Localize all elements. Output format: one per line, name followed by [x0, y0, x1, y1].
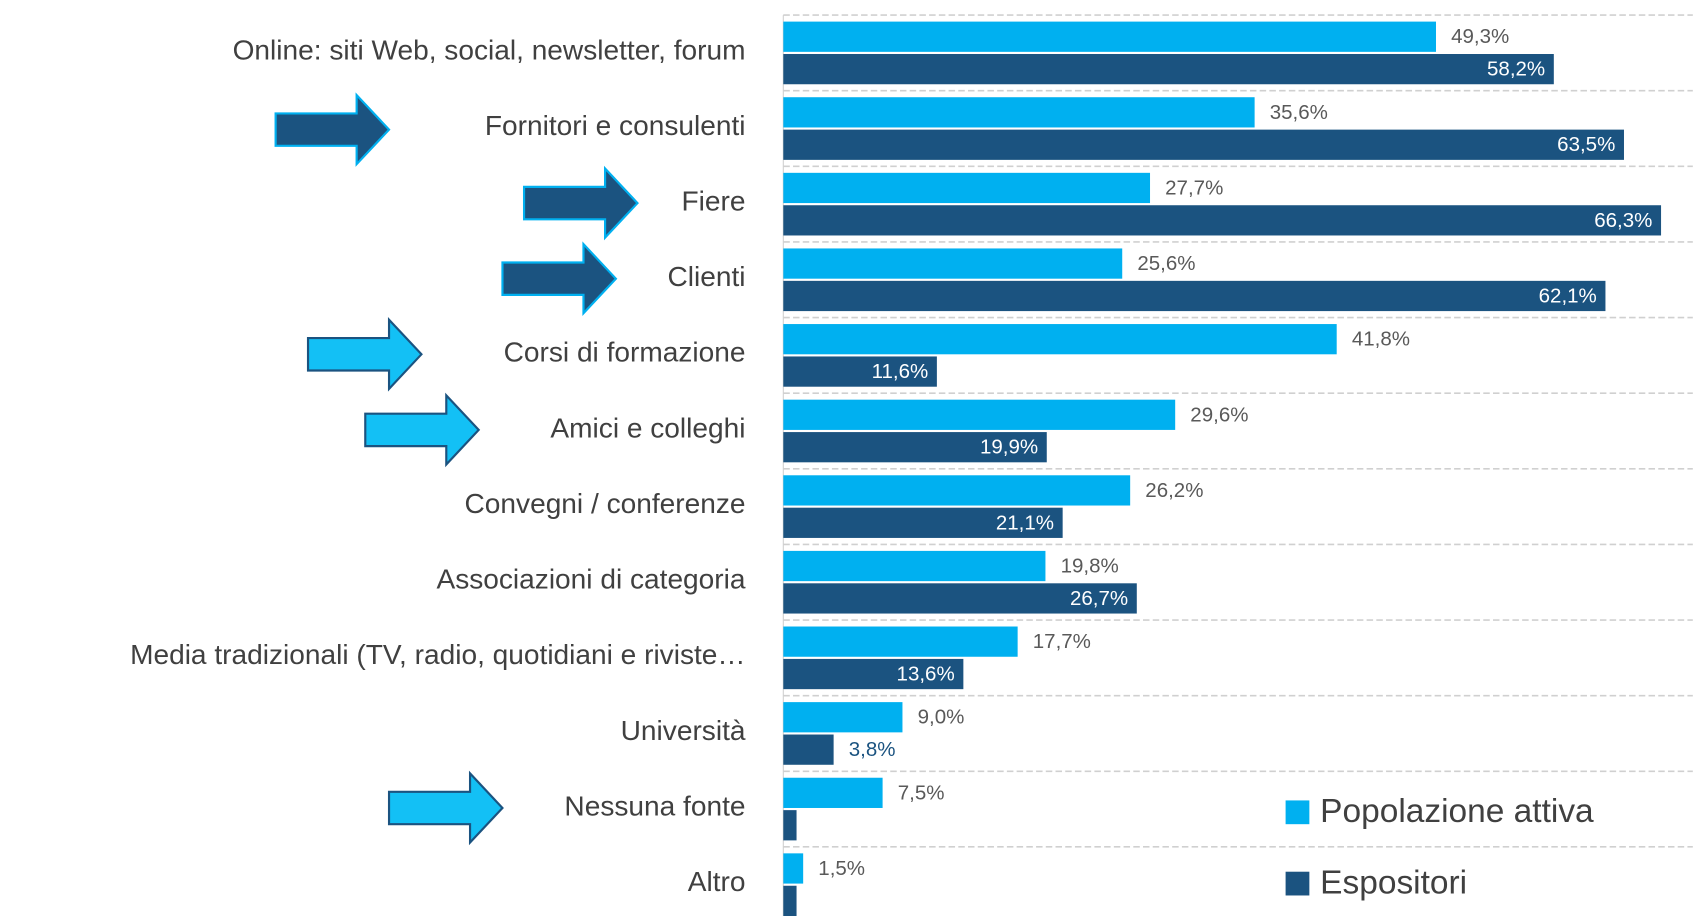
- bar: [783, 777, 883, 808]
- bar: [783, 172, 1151, 204]
- legend-swatch: [1285, 871, 1310, 896]
- value-label: 11,6%: [872, 360, 929, 383]
- value-label: 3,8%: [849, 738, 896, 761]
- value-label: 58,2%: [1487, 58, 1545, 81]
- legend-label: Popolazione attiva: [1320, 793, 1594, 830]
- bar: [783, 54, 1554, 85]
- category-label: Online: siti Web, social, newsletter, fo…: [233, 34, 746, 65]
- bar: [783, 626, 1018, 657]
- legend-label: Espositori: [1320, 865, 1467, 902]
- value-label: 17,7%: [1033, 630, 1091, 653]
- value-label: 9,0%: [918, 706, 965, 729]
- bar: [783, 734, 834, 765]
- category-label: Corsi di formazione: [504, 337, 746, 368]
- category-label: Associazioni di categoria: [436, 564, 745, 595]
- value-label: 26,2%: [1145, 479, 1203, 502]
- bar: [783, 810, 797, 841]
- bar: [783, 205, 1662, 236]
- bar: [783, 507, 1063, 538]
- value-label: 29,6%: [1190, 403, 1248, 426]
- bar: [783, 248, 1123, 279]
- category-label: Clienti: [667, 261, 745, 292]
- value-label: 25,6%: [1137, 252, 1195, 275]
- arrows: [274, 92, 639, 846]
- value-label: 35,6%: [1270, 101, 1328, 124]
- category-label: Nessuna fonte: [564, 790, 745, 821]
- value-label: 21,1%: [996, 511, 1054, 534]
- value-label: 1,5%: [818, 857, 865, 880]
- bar: [783, 702, 903, 733]
- bar: [783, 475, 1131, 506]
- arrow: [501, 241, 618, 316]
- value-label: 7,5%: [898, 781, 945, 804]
- bar: [783, 129, 1624, 160]
- value-label: 27,7%: [1165, 176, 1223, 199]
- bar: [783, 432, 1047, 463]
- category-label: Università: [621, 715, 746, 746]
- value-label: 62,1%: [1539, 284, 1597, 307]
- bar: [783, 21, 1436, 52]
- category-label: Altro: [688, 866, 746, 897]
- category-label: Convegni / conferenze: [465, 488, 746, 519]
- category-label: Fornitori e consulenti: [485, 110, 746, 141]
- value-label: 13,6%: [897, 663, 955, 686]
- bar: [783, 885, 797, 916]
- category-label: Media tradizionali (TV, radio, quotidian…: [130, 639, 745, 670]
- bar: [783, 280, 1606, 312]
- bar: [783, 583, 1137, 614]
- value-label: 19,9%: [980, 436, 1038, 459]
- category-label: Amici e colleghi: [550, 412, 745, 443]
- value-label: 66,3%: [1594, 209, 1652, 232]
- value-label: 49,3%: [1451, 25, 1509, 48]
- bar: [783, 853, 804, 884]
- bar: [783, 97, 1255, 128]
- bar: [783, 356, 937, 387]
- value-label: 63,5%: [1557, 133, 1615, 156]
- value-label: 41,8%: [1352, 328, 1410, 351]
- arrow: [387, 770, 504, 846]
- bar: [783, 324, 1337, 355]
- arrow: [274, 92, 391, 167]
- value-label: 19,8%: [1061, 555, 1119, 578]
- category-label: Fiere: [682, 185, 746, 216]
- arrow: [364, 392, 481, 468]
- bar: [783, 399, 1176, 430]
- arrow: [306, 317, 423, 392]
- bar: [783, 658, 964, 690]
- bar: [783, 550, 1046, 582]
- value-label: 26,7%: [1070, 587, 1128, 610]
- arrow: [522, 165, 639, 241]
- legend-swatch: [1285, 800, 1310, 825]
